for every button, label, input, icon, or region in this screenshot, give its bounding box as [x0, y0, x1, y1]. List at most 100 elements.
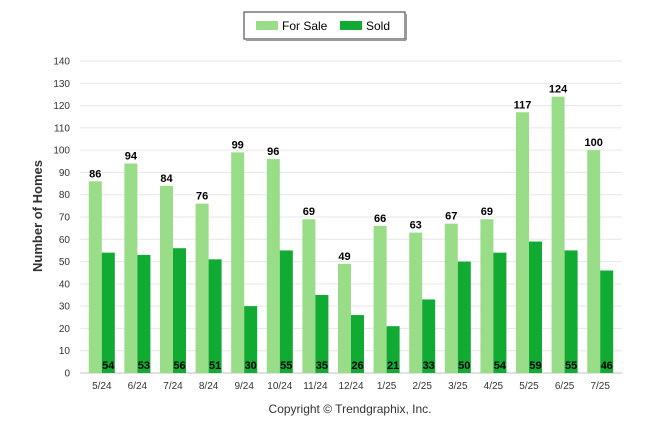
bar-sold-5-24	[101, 252, 115, 373]
bar-for-sale-9-24	[231, 152, 245, 373]
y-tick-label-130: 130	[53, 79, 70, 90]
bar-sold-7-25	[600, 270, 614, 373]
x-tick-label-12-24: 12/24	[338, 381, 363, 392]
data-label-sold-3-25: 50	[458, 360, 470, 372]
bar-for-sale-1-25	[373, 225, 387, 373]
y-tick-label-110: 110	[54, 123, 70, 134]
bar-for-sale-4-25	[480, 219, 494, 373]
data-label-sold-7-25: 46	[601, 360, 613, 372]
bar-for-sale-6-25	[551, 96, 565, 374]
bar-for-sale-3-25	[444, 223, 458, 373]
bar-for-sale-6-24	[124, 163, 138, 373]
data-label-sold-5-24: 54	[102, 360, 115, 372]
bar-sold-2-25	[422, 299, 436, 373]
x-tick-label-11-24: 11/24	[303, 381, 328, 392]
legend-label-sold: Sold	[366, 19, 390, 33]
bar-sold-1-25	[386, 326, 400, 373]
bar-sold-9-24	[244, 306, 258, 373]
bar-for-sale-8-24	[195, 203, 209, 373]
x-tick-label-10-24: 10/24	[267, 381, 292, 392]
y-tick-label-10: 10	[59, 346, 71, 357]
legend: For Sale Sold	[243, 11, 407, 41]
x-tick-label-6-24: 6/24	[128, 381, 148, 392]
bar-for-sale-10-24	[266, 159, 280, 373]
x-tick-label-7-24: 7/24	[163, 381, 183, 392]
data-label-for-sale-1-25: 66	[374, 213, 386, 225]
data-label-for-sale-7-25: 100	[585, 137, 603, 149]
bars: 86 54 94 53 84 56 76 51 99 30 96 55 69 35 49 26 66 21 63 33…	[88, 84, 614, 374]
data-label-for-sale-5-25: 117	[514, 99, 532, 111]
data-label-sold-9-24: 30	[245, 360, 257, 372]
y-tick-label-40: 40	[59, 279, 71, 290]
data-label-sold-8-24: 51	[209, 360, 221, 372]
x-tick-label-6-25: 6/25	[555, 381, 575, 392]
x-tick-label-2-25: 2/25	[412, 381, 432, 392]
y-tick-label-50: 50	[59, 257, 71, 268]
x-tick-label-1-25: 1/25	[377, 381, 397, 392]
data-label-for-sale-9-24: 99	[232, 139, 244, 151]
bar-sold-8-24	[208, 259, 222, 373]
bar-sold-3-25	[457, 261, 471, 373]
y-tick-label-120: 120	[53, 101, 70, 112]
y-tick-label-140: 140	[53, 57, 70, 68]
data-label-sold-2-25: 33	[423, 360, 435, 372]
data-label-sold-7-24: 56	[173, 360, 185, 372]
y-tick-label-0: 0	[64, 369, 70, 380]
copyright-credit: Copyright © Trendgraphix, Inc.	[269, 402, 432, 416]
data-label-for-sale-2-25: 63	[410, 220, 422, 232]
data-label-sold-11-24: 35	[316, 360, 328, 372]
bar-sold-6-25	[564, 250, 578, 373]
y-tick-label-60: 60	[59, 235, 71, 246]
x-tick-label-9-24: 9/24	[234, 381, 254, 392]
data-label-for-sale-11-24: 69	[303, 206, 315, 218]
data-label-sold-10-24: 55	[280, 360, 292, 372]
bar-sold-5-25	[529, 241, 542, 373]
x-axis-ticks: 5/24 6/24 7/24 8/24 9/24 10/24 11/24 12/24 1/25 2…	[92, 381, 610, 392]
x-tick-label-7-25: 7/25	[590, 381, 610, 392]
legend-swatch-for-sale	[256, 21, 278, 30]
bar-for-sale-7-25	[587, 150, 601, 373]
y-tick-label-100: 100	[53, 146, 70, 157]
data-label-for-sale-10-24: 96	[267, 146, 279, 158]
data-label-for-sale-12-24: 49	[338, 251, 350, 263]
bar-for-sale-12-24	[338, 263, 351, 373]
y-axis-ticks: 0 10 20 30 40 50 60 70 80 90 100 110 120 130 140	[53, 57, 70, 380]
legend-swatch-sold	[340, 21, 362, 30]
data-label-for-sale-8-24: 76	[196, 191, 208, 203]
y-tick-label-70: 70	[59, 213, 71, 224]
data-label-for-sale-6-24: 94	[125, 151, 138, 163]
bar-sold-6-24	[137, 254, 151, 373]
bar-sold-11-24	[315, 295, 329, 373]
y-tick-label-30: 30	[59, 302, 71, 313]
x-tick-label-3-25: 3/25	[448, 381, 468, 392]
bar-for-sale-11-24	[302, 219, 316, 373]
data-label-sold-1-25: 21	[387, 360, 399, 372]
x-tick-label-5-25: 5/25	[519, 381, 539, 392]
legend-label-for-sale: For Sale	[282, 19, 328, 33]
data-label-sold-6-25: 55	[565, 360, 577, 372]
bar-for-sale-7-24	[160, 185, 173, 373]
data-label-for-sale-7-24: 84	[160, 173, 173, 185]
data-label-sold-12-24: 26	[351, 360, 363, 372]
bar-sold-4-25	[493, 252, 507, 373]
bar-for-sale-2-25	[409, 232, 423, 373]
data-label-for-sale-5-24: 86	[89, 168, 101, 180]
y-tick-label-20: 20	[59, 324, 71, 335]
bar-for-sale-5-25	[516, 112, 529, 373]
bar-sold-12-24	[351, 315, 364, 373]
bar-sold-10-24	[279, 250, 293, 373]
bar-for-sale-5-24	[88, 181, 102, 373]
data-label-sold-4-25: 54	[494, 360, 507, 372]
x-tick-label-4-25: 4/25	[484, 381, 504, 392]
y-tick-label-90: 90	[59, 168, 71, 179]
data-label-for-sale-3-25: 67	[445, 211, 457, 223]
data-label-sold-6-24: 53	[138, 360, 150, 372]
y-axis-title: Number of Homes	[30, 160, 45, 272]
data-label-for-sale-4-25: 69	[481, 206, 493, 218]
x-tick-label-8-24: 8/24	[199, 381, 219, 392]
data-label-for-sale-6-25: 124	[549, 84, 568, 96]
y-tick-label-80: 80	[59, 190, 71, 201]
bar-sold-7-24	[173, 248, 186, 373]
data-label-sold-5-25: 59	[529, 360, 541, 372]
